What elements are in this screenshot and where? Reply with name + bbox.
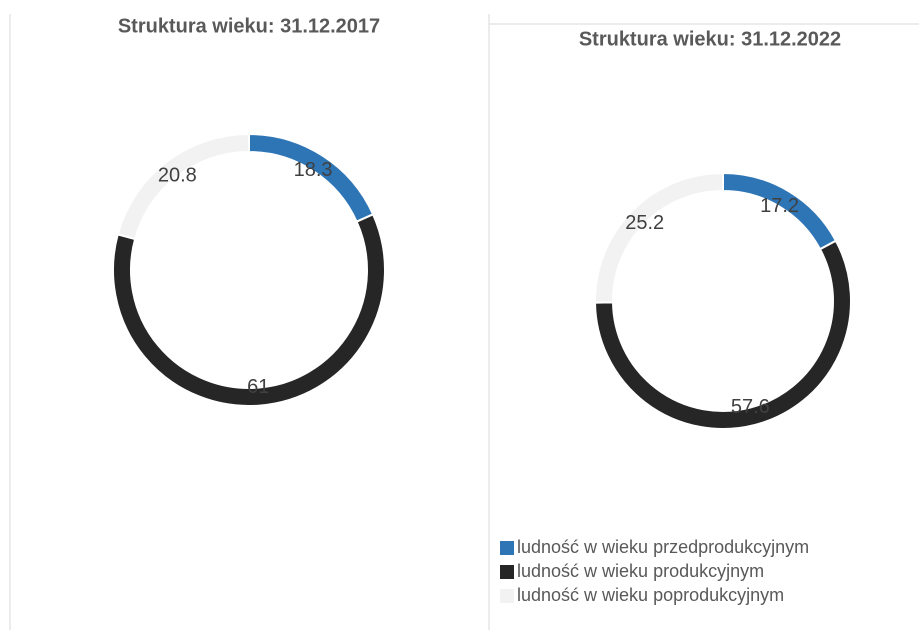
legend-swatch [500, 565, 514, 579]
data-label: 20.8 [158, 165, 197, 187]
data-label: 17.2 [760, 195, 799, 217]
legend-swatch [500, 541, 514, 555]
chart-title: Struktura wieku: 31.12.2017 [118, 15, 380, 37]
data-label: 61 [247, 376, 269, 398]
legend-label: ludność w wieku przedprodukcyjnym [517, 537, 809, 557]
data-label: 57.6 [731, 396, 770, 418]
donut-segment [116, 132, 250, 241]
legend-label: ludność w wieku produkcyjnym [517, 561, 764, 581]
data-label: 18.3 [294, 159, 333, 181]
donut-segment [594, 171, 724, 304]
chart-title: Struktura wieku: 31.12.2022 [579, 28, 841, 50]
legend-label: ludność w wieku poprodukcyjnym [517, 585, 784, 605]
data-label: 25.2 [625, 212, 664, 234]
legend-swatch [500, 589, 514, 603]
donut-segment [593, 239, 852, 430]
